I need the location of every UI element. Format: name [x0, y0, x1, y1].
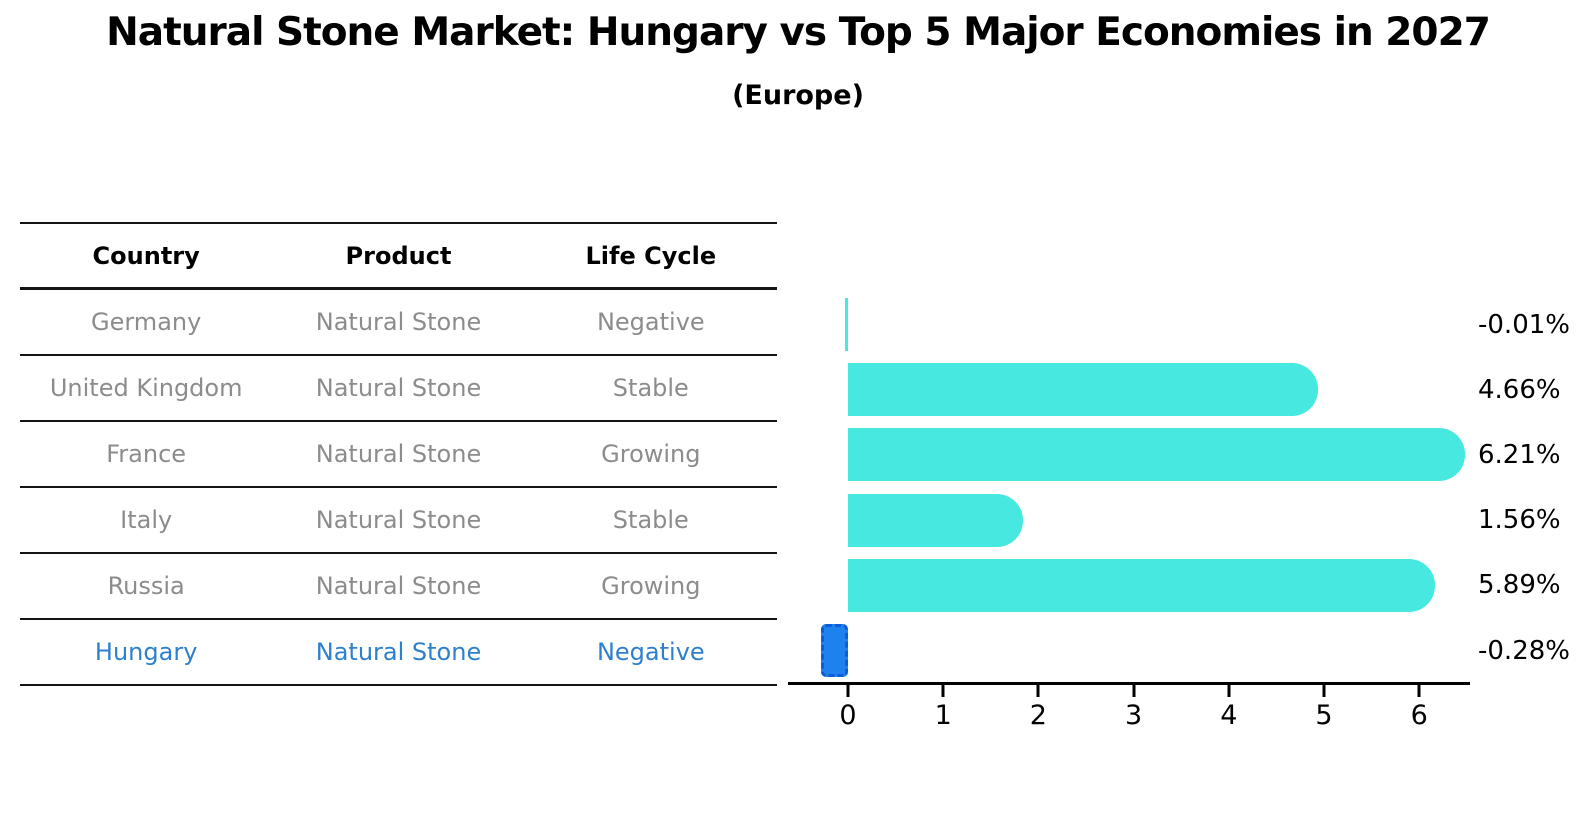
cell-country: France: [106, 440, 187, 468]
table-row-france: France Natural Stone Growing: [20, 422, 777, 488]
bar-russia: [848, 558, 1435, 612]
cell-country: United Kingdom: [49, 374, 243, 402]
cell-product: Natural Stone: [315, 506, 482, 534]
cell-product: Natural Stone: [315, 638, 482, 666]
cell-life-cycle: Stable: [612, 374, 689, 402]
bar-hungary: [821, 624, 848, 677]
table-row-hungary: Hungary Natural Stone Negative: [20, 620, 777, 686]
bar-value-label-russia: 5.89%: [1478, 570, 1561, 601]
x-axis-tick-label: 0: [839, 700, 857, 731]
x-axis-line: [788, 682, 1470, 685]
bar-value-label-hungary: -0.28%: [1478, 635, 1570, 666]
cell-life-cycle: Negative: [596, 308, 705, 336]
cell-country: Italy: [120, 506, 173, 534]
cell-product: Natural Stone: [315, 308, 482, 336]
cell-life-cycle: Growing: [601, 440, 701, 468]
column-header-life-cycle: Life Cycle: [585, 241, 717, 270]
bar-germany: [845, 298, 848, 351]
column-header-country: Country: [92, 241, 200, 270]
cell-product: Natural Stone: [315, 374, 482, 402]
x-axis-tick-label: 1: [934, 700, 952, 731]
cell-life-cycle: Negative: [596, 638, 705, 666]
bar-value-label-germany: -0.01%: [1478, 309, 1570, 340]
bar-italy: [848, 493, 1023, 547]
bar-united-kingdom: [848, 363, 1318, 417]
cell-country: Russia: [107, 572, 185, 600]
chart-subtitle: (Europe): [732, 80, 864, 111]
bar-value-label-france: 6.21%: [1478, 439, 1561, 470]
table-row-italy: Italy Natural Stone Stable: [20, 488, 777, 554]
table-row-russia: Russia Natural Stone Growing: [20, 554, 777, 620]
cell-life-cycle: Stable: [612, 506, 689, 534]
x-axis-tick: [1227, 685, 1231, 697]
table-row-united-kingdom: United Kingdom Natural Stone Stable: [20, 356, 777, 422]
x-axis-tick: [1417, 685, 1421, 697]
x-axis-tick: [1036, 685, 1040, 697]
bar-value-label-italy: 1.56%: [1478, 505, 1561, 536]
x-axis-tick: [846, 685, 850, 697]
cell-country: Germany: [91, 308, 202, 336]
cell-life-cycle: Growing: [601, 572, 701, 600]
x-axis-tick: [941, 685, 945, 697]
x-axis-tick-label: 3: [1125, 700, 1143, 731]
chart-title: Natural Stone Market: Hungary vs Top 5 M…: [106, 10, 1491, 55]
x-axis-tick-label: 5: [1315, 700, 1333, 731]
x-axis-tick-label: 4: [1220, 700, 1238, 731]
table-row-germany: Germany Natural Stone Negative: [20, 290, 777, 356]
bar-value-label-united-kingdom: 4.66%: [1478, 374, 1561, 405]
x-axis-tick-label: 2: [1029, 700, 1047, 731]
bar-france: [848, 428, 1466, 482]
column-header-product: Product: [345, 241, 452, 270]
summary-table: Country Product Life Cycle Germany Natur…: [20, 222, 777, 686]
x-axis-tick-label: 6: [1410, 700, 1428, 731]
cell-product: Natural Stone: [315, 440, 482, 468]
table-header-row: Country Product Life Cycle: [20, 222, 777, 290]
cell-product: Natural Stone: [315, 572, 482, 600]
cell-country: Hungary: [94, 638, 198, 666]
x-axis-tick: [1132, 685, 1136, 697]
x-axis-tick: [1322, 685, 1326, 697]
